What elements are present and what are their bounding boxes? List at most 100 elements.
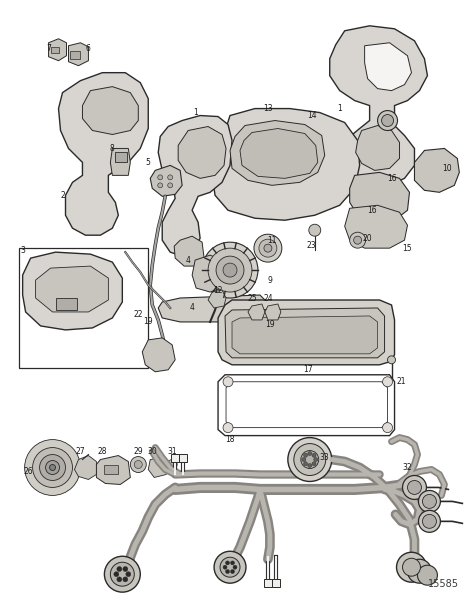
Bar <box>18 248 148 368</box>
Polygon shape <box>148 457 168 477</box>
Text: 4: 4 <box>190 304 194 313</box>
Circle shape <box>158 183 163 188</box>
Circle shape <box>226 570 229 573</box>
Polygon shape <box>150 165 182 197</box>
Circle shape <box>110 562 134 586</box>
Text: 16: 16 <box>367 206 376 215</box>
Text: 25: 25 <box>247 293 257 302</box>
Text: 13: 13 <box>263 104 273 113</box>
Text: 2: 2 <box>60 191 65 200</box>
Circle shape <box>202 242 258 298</box>
Text: 21: 21 <box>397 377 406 386</box>
Circle shape <box>123 577 128 582</box>
Text: 1: 1 <box>337 104 342 113</box>
Bar <box>272 579 280 587</box>
Text: 22: 22 <box>134 311 143 320</box>
Circle shape <box>388 356 395 364</box>
Circle shape <box>230 570 235 573</box>
Polygon shape <box>178 127 226 178</box>
Circle shape <box>378 111 398 130</box>
Polygon shape <box>23 252 122 330</box>
Polygon shape <box>192 255 225 292</box>
Text: 4: 4 <box>186 255 191 264</box>
Text: 28: 28 <box>98 447 107 456</box>
Circle shape <box>308 463 312 468</box>
Circle shape <box>223 377 233 387</box>
Text: 29: 29 <box>134 447 143 456</box>
Polygon shape <box>110 148 130 175</box>
Circle shape <box>226 561 229 565</box>
Circle shape <box>220 557 240 577</box>
Circle shape <box>254 234 282 262</box>
Polygon shape <box>158 115 232 256</box>
Polygon shape <box>218 300 394 365</box>
Circle shape <box>167 460 177 469</box>
Circle shape <box>114 572 119 577</box>
Polygon shape <box>230 121 325 185</box>
Circle shape <box>158 175 163 180</box>
Bar <box>104 465 118 474</box>
Circle shape <box>418 565 438 585</box>
Text: 18: 18 <box>225 435 235 444</box>
Polygon shape <box>350 172 410 222</box>
Circle shape <box>309 224 321 236</box>
Polygon shape <box>36 266 109 312</box>
Text: 30: 30 <box>147 447 157 456</box>
Bar <box>171 454 179 462</box>
Circle shape <box>408 480 421 495</box>
Text: 31: 31 <box>167 447 177 456</box>
Circle shape <box>383 377 392 387</box>
Circle shape <box>223 565 227 569</box>
Text: 9: 9 <box>267 276 273 284</box>
Bar <box>115 153 128 162</box>
Circle shape <box>419 490 440 513</box>
Circle shape <box>216 256 244 284</box>
Circle shape <box>46 460 60 474</box>
Circle shape <box>104 557 140 592</box>
Circle shape <box>233 565 237 569</box>
Circle shape <box>422 514 437 528</box>
Circle shape <box>302 457 306 462</box>
Circle shape <box>312 453 316 457</box>
Polygon shape <box>240 129 318 178</box>
Text: 27: 27 <box>76 447 85 456</box>
Text: 10: 10 <box>443 164 452 173</box>
Circle shape <box>397 552 427 582</box>
Circle shape <box>168 183 173 188</box>
Circle shape <box>402 558 420 576</box>
Bar <box>179 454 187 462</box>
Text: 14: 14 <box>307 111 317 120</box>
Text: 3: 3 <box>20 246 25 255</box>
Circle shape <box>130 457 146 472</box>
Circle shape <box>134 460 142 469</box>
Circle shape <box>117 577 122 582</box>
Text: 5: 5 <box>146 158 151 167</box>
Circle shape <box>223 263 237 277</box>
Text: 24: 24 <box>263 293 273 302</box>
Text: 15585: 15585 <box>428 579 459 589</box>
Circle shape <box>123 567 128 572</box>
Polygon shape <box>96 456 130 484</box>
Circle shape <box>301 451 319 469</box>
Circle shape <box>50 465 55 471</box>
Circle shape <box>230 561 235 565</box>
Polygon shape <box>208 290 226 308</box>
Circle shape <box>303 453 308 457</box>
Circle shape <box>288 438 332 481</box>
Text: 1: 1 <box>193 108 198 117</box>
Polygon shape <box>212 109 360 220</box>
Polygon shape <box>365 43 411 91</box>
Circle shape <box>294 444 326 475</box>
Circle shape <box>314 457 318 462</box>
Polygon shape <box>345 206 408 248</box>
Circle shape <box>303 462 308 466</box>
Circle shape <box>40 454 65 480</box>
Circle shape <box>208 248 252 292</box>
Text: 19: 19 <box>265 320 275 329</box>
Polygon shape <box>74 456 96 480</box>
Circle shape <box>402 475 427 499</box>
Polygon shape <box>248 304 265 320</box>
Text: 16: 16 <box>387 174 396 183</box>
Text: 15: 15 <box>403 243 412 252</box>
Polygon shape <box>414 148 459 192</box>
